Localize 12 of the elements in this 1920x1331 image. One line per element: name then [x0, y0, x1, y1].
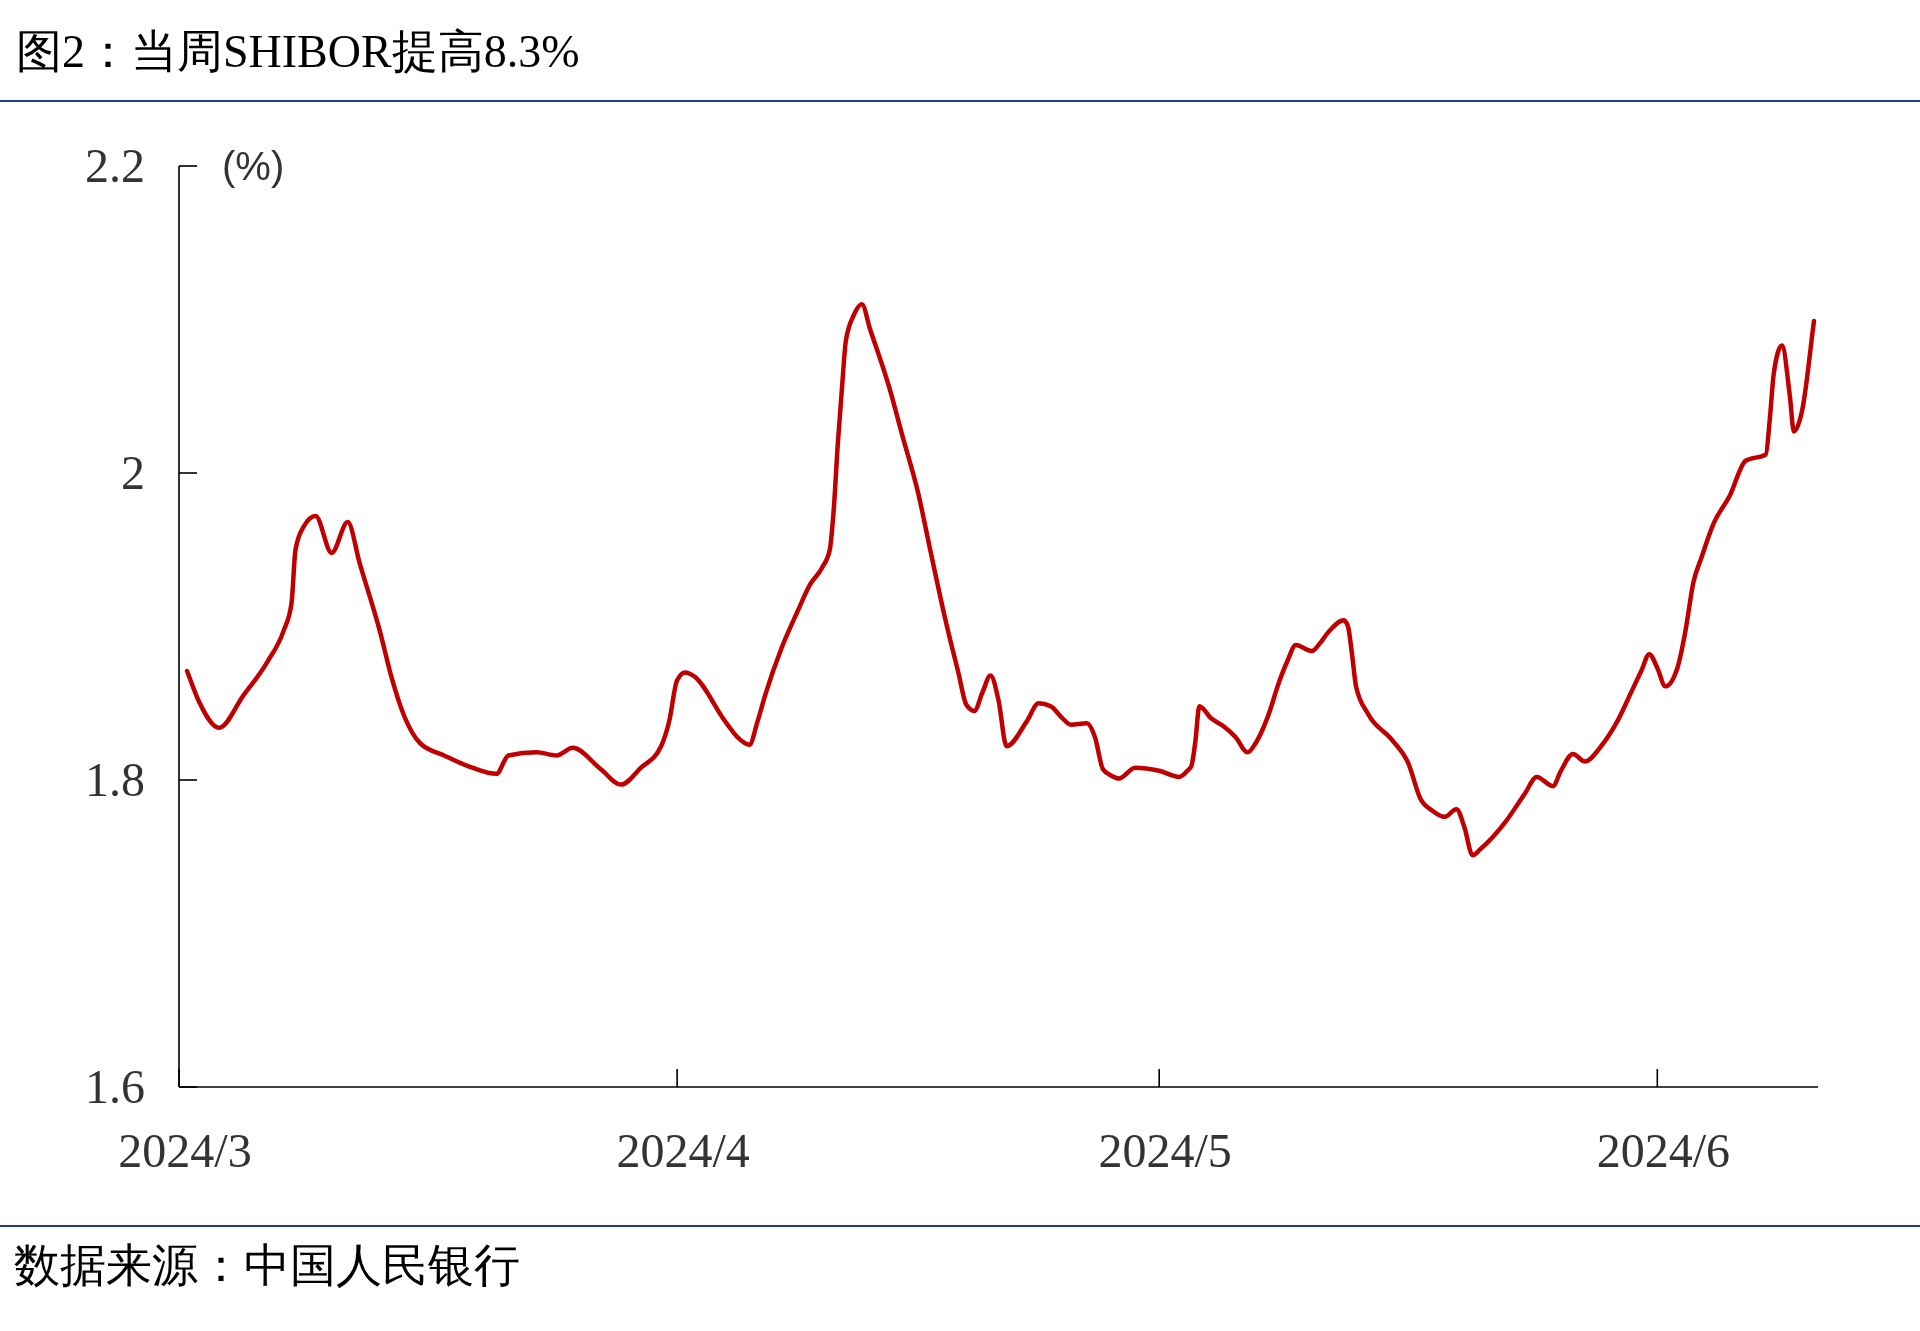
line-series	[184, 301, 1817, 858]
x-tick-label: 2024/6	[1596, 1124, 1730, 1177]
chart-title: 图2：当周SHIBOR提高8.3%	[16, 25, 580, 79]
y-axis-title: (%)	[222, 144, 285, 188]
y-tick-label: 2	[121, 446, 145, 499]
x-tick-label: 2024/4	[616, 1124, 750, 1177]
y-tick-label: 1.6	[85, 1060, 145, 1113]
y-tick-label: 1.8	[85, 753, 145, 806]
source-note: 数据来源：中国人民银行	[14, 1239, 520, 1293]
x-tick-label: 2024/3	[118, 1124, 252, 1177]
y-tick-label: 2.2	[85, 139, 145, 192]
x-tick-label: 2024/5	[1098, 1124, 1232, 1177]
